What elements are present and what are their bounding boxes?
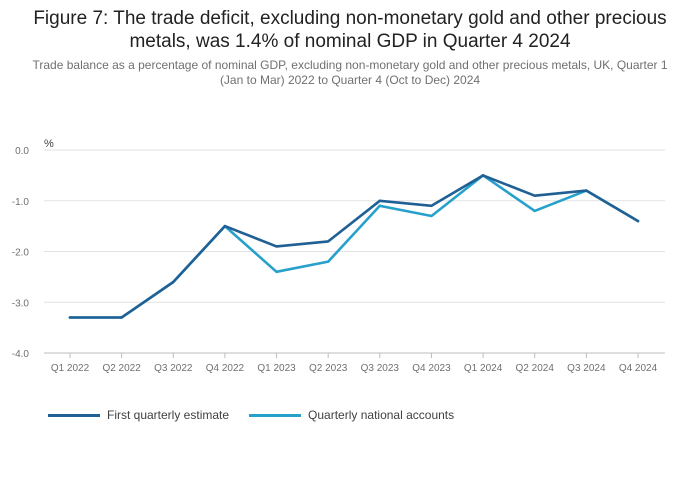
x-tick-label: Q1 2023 (257, 363, 296, 374)
chart-title: Figure 7: The trade deficit, excluding n… (33, 8, 667, 52)
x-tick-label: Q3 2023 (361, 363, 400, 374)
data-point (378, 199, 382, 202)
chart-subtitle: Trade balance as a percentage of nominal… (32, 58, 668, 87)
data-point (378, 204, 382, 208)
series-line-quarterly-national-accounts (68, 174, 640, 319)
data-point (585, 189, 588, 192)
x-tick-label: Q4 2024 (619, 363, 658, 374)
series-line-first-quarterly-estimate (68, 174, 640, 319)
x-tick-label: Q1 2022 (51, 363, 90, 374)
y-tick-label: 0.0 (15, 146, 29, 157)
x-tick-label: Q3 2024 (567, 363, 606, 374)
data-point (120, 316, 123, 319)
y-tick-label: -3.0 (12, 298, 30, 309)
x-tick-label: Q4 2023 (412, 363, 451, 374)
chart-legend: First quarterly estimate Quarterly natio… (48, 408, 454, 422)
x-tick-label: Q1 2024 (464, 363, 503, 374)
data-point (172, 280, 175, 284)
data-point (326, 240, 330, 243)
x-tick-label: Q2 2024 (516, 363, 555, 374)
data-point (533, 194, 536, 197)
line-chart: % 0.0 -1.0 -2.0 -3.0 -4.0 Q1 2022 Q2 2022 Q3 20… (12, 138, 665, 374)
data-point (326, 260, 330, 263)
legend-label: Quarterly national accounts (308, 408, 455, 422)
x-tick-label: Q4 2022 (206, 363, 245, 374)
legend-item-quarterly-national-accounts[interactable]: Quarterly national accounts (249, 408, 454, 422)
data-point (275, 245, 278, 248)
data-point (636, 219, 640, 223)
y-tick-label: -1.0 (12, 197, 30, 208)
legend-label: First quarterly estimate (107, 408, 230, 422)
data-point (481, 174, 485, 177)
legend-item-first-quarterly-estimate[interactable]: First quarterly estimate (48, 408, 229, 422)
x-tick-label: Q2 2023 (309, 363, 348, 374)
data-point (533, 209, 536, 213)
x-tick-label: Q3 2022 (154, 363, 193, 374)
y-tick-label: -4.0 (12, 349, 30, 360)
data-point (275, 270, 278, 273)
data-point (68, 316, 72, 319)
x-tick-label: Q2 2022 (102, 363, 141, 374)
data-point (223, 224, 227, 228)
data-point (430, 204, 433, 208)
y-tick-label: -2.0 (12, 248, 30, 259)
y-axis-unit: % (44, 138, 54, 150)
data-point (430, 214, 433, 218)
legend-swatch (249, 413, 302, 417)
legend-swatch (48, 413, 100, 417)
